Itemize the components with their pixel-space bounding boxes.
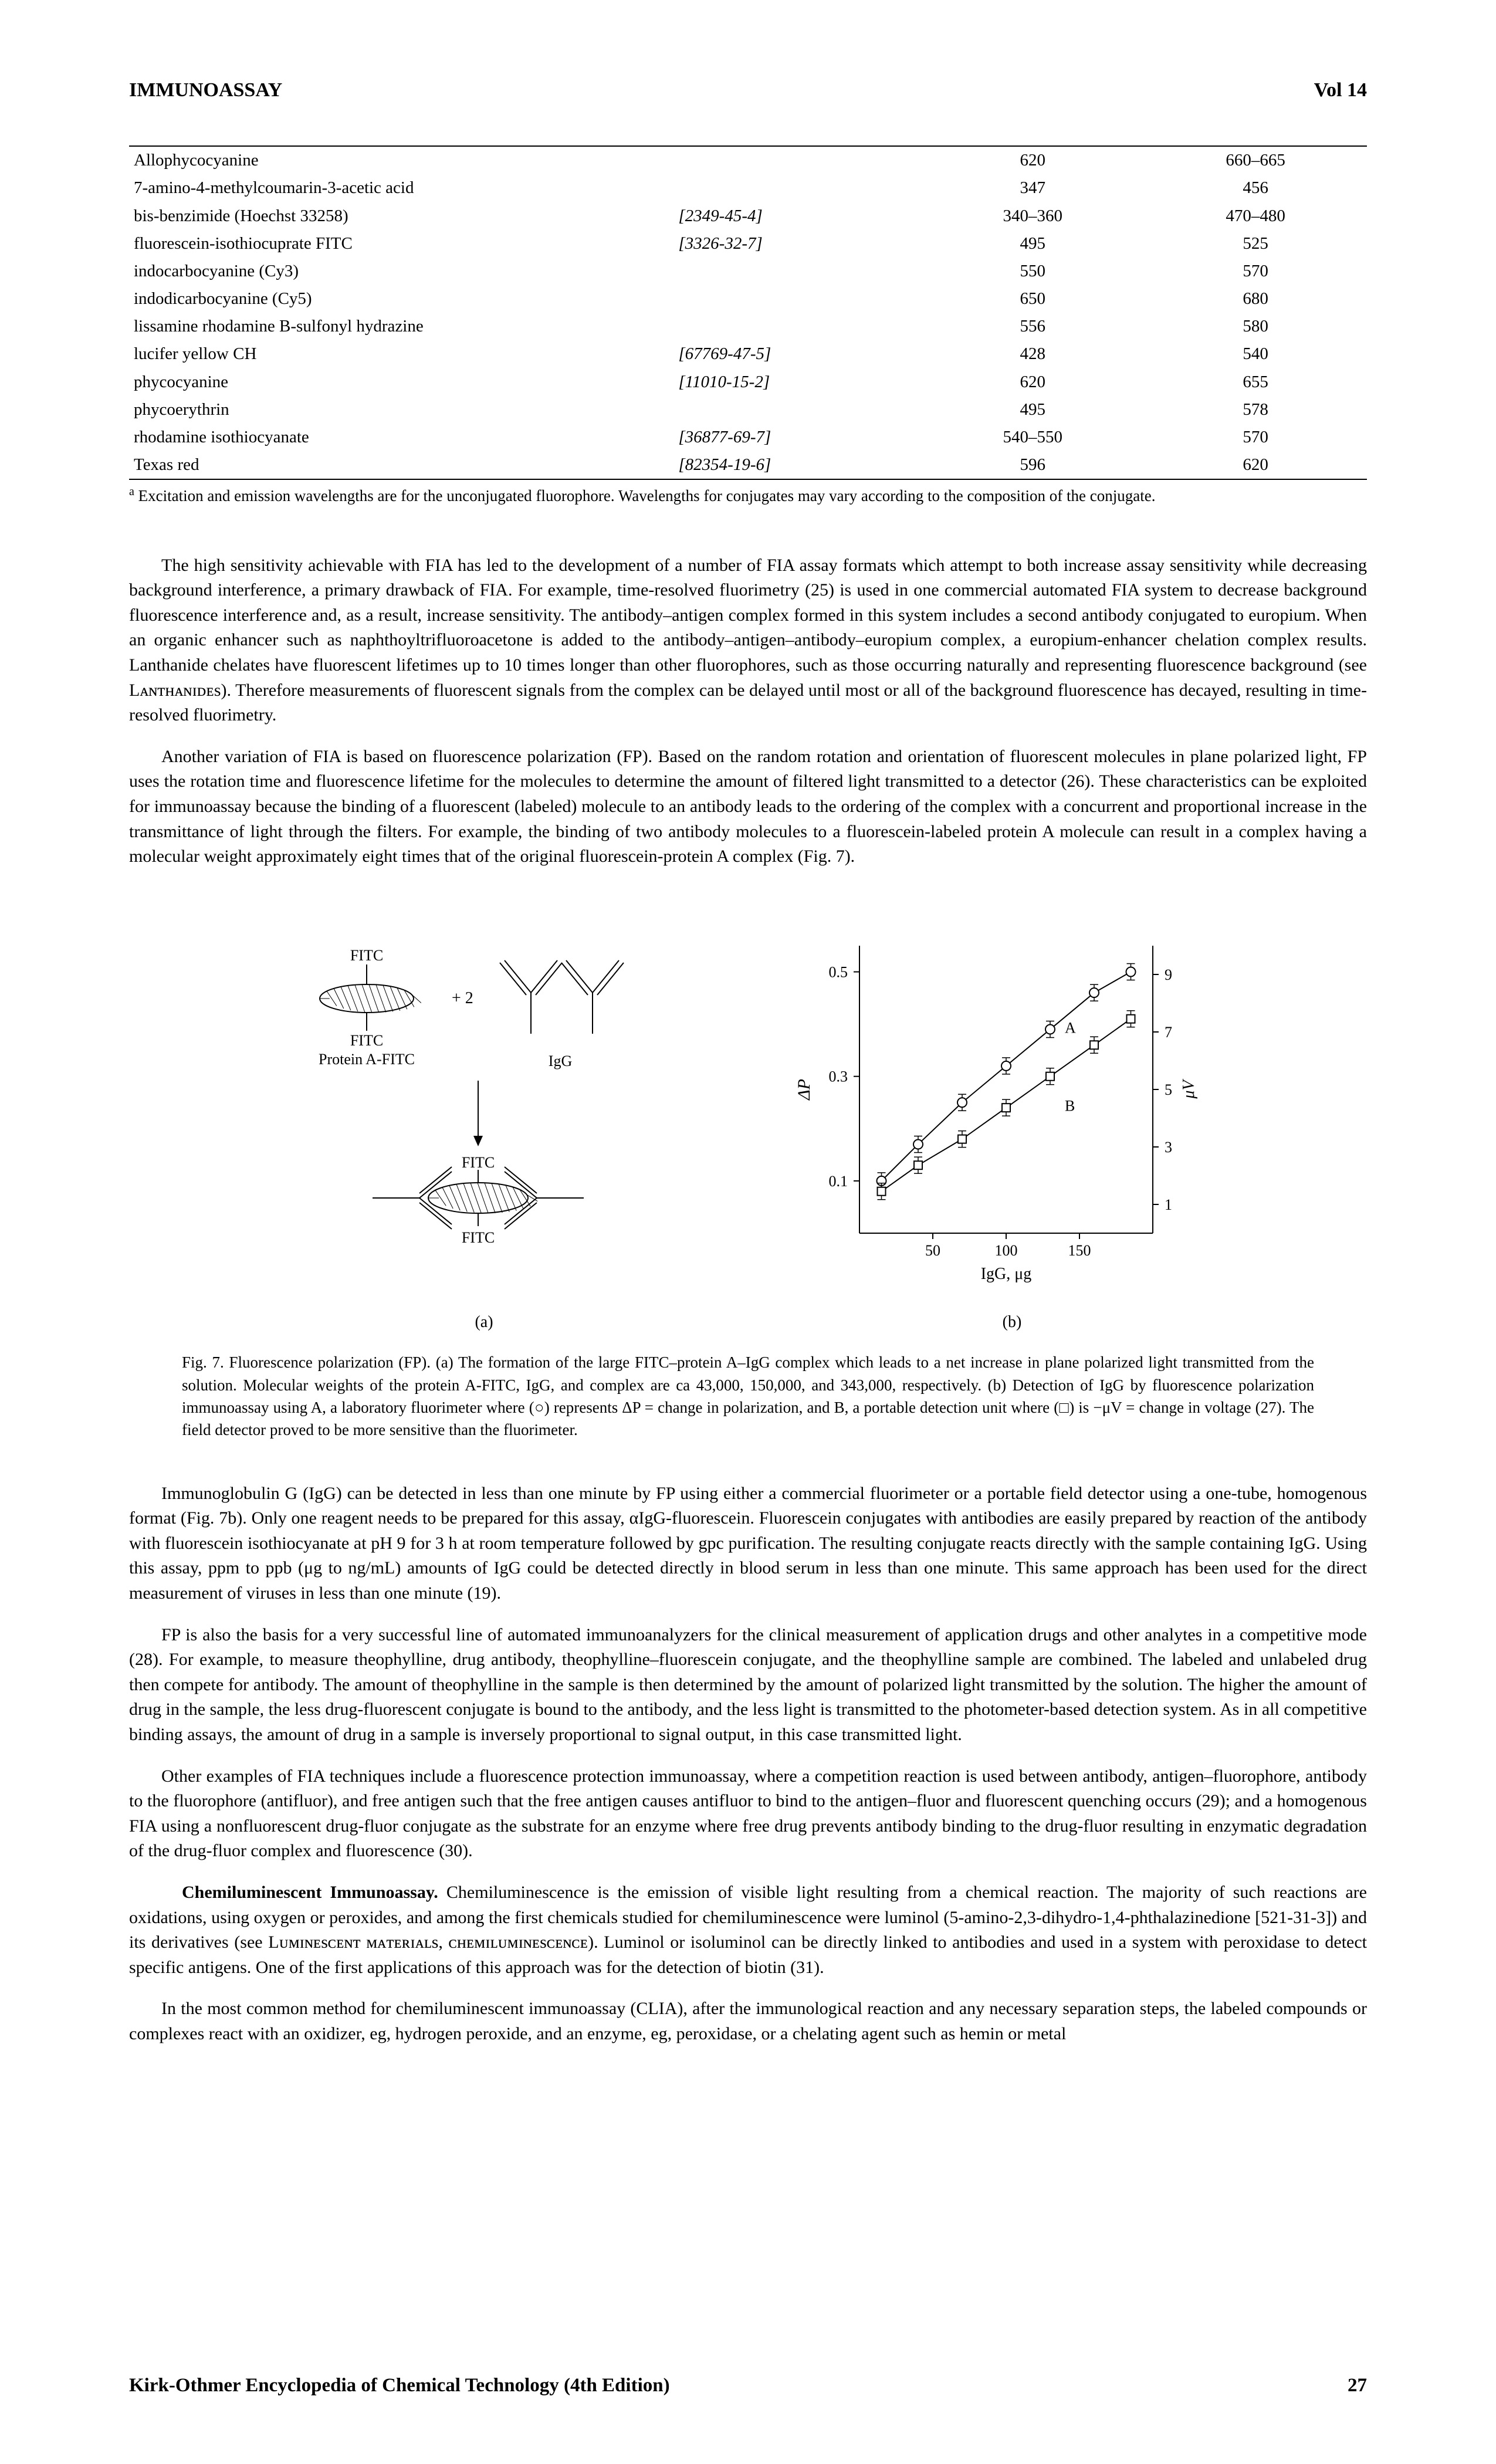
table-row: lucifer yellow CH[67769-47-5]428540 bbox=[129, 340, 1367, 368]
table-row: rhodamine isothiocyanate[36877-69-7]540–… bbox=[129, 424, 1367, 451]
table-row: Allophycocyanine620660–665 bbox=[129, 146, 1367, 174]
paragraph-5: Other examples of FIA techniques include… bbox=[129, 1764, 1367, 1864]
table-footnote: a Excitation and emission wavelengths ar… bbox=[129, 483, 1367, 507]
fig7a-sublabel: (a) bbox=[255, 1311, 713, 1334]
svg-text:FITC: FITC bbox=[350, 947, 383, 964]
table-row: indocarbocyanine (Cy3)550570 bbox=[129, 258, 1367, 285]
header-left: IMMUNOASSAY bbox=[129, 76, 282, 104]
footer-right: 27 bbox=[1348, 2372, 1367, 2399]
svg-text:+ 2: + 2 bbox=[452, 989, 473, 1007]
svg-text:B: B bbox=[1065, 1097, 1075, 1114]
svg-text:100: 100 bbox=[995, 1242, 1018, 1259]
paragraph-4: FP is also the basis for a very successf… bbox=[129, 1623, 1367, 1748]
svg-text:5: 5 bbox=[1165, 1081, 1172, 1098]
table-row: bis-benzimide (Hoechst 33258)[2349-45-4]… bbox=[129, 202, 1367, 230]
figure-7-caption: Fig. 7. Fluorescence polarization (FP). … bbox=[182, 1351, 1314, 1441]
svg-text:Protein A-FITC: Protein A-FITC bbox=[319, 1051, 415, 1068]
table-row: 7-amino-4-methylcoumarin-3-acetic acid34… bbox=[129, 174, 1367, 202]
svg-text:μV: μV bbox=[1180, 1078, 1198, 1099]
paragraph-chemi: Chemiluminescent Immunoassay. Chemilumin… bbox=[129, 1880, 1367, 1980]
header-right: Vol 14 bbox=[1314, 76, 1367, 104]
svg-text:3: 3 bbox=[1165, 1139, 1172, 1156]
svg-text:0.1: 0.1 bbox=[829, 1173, 848, 1190]
svg-text:FITC: FITC bbox=[350, 1032, 383, 1049]
svg-text:0.3: 0.3 bbox=[829, 1068, 848, 1085]
table-row: lissamine rhodamine B-sulfonyl hydrazine… bbox=[129, 313, 1367, 340]
svg-text:FITC: FITC bbox=[462, 1154, 495, 1171]
svg-text:1: 1 bbox=[1165, 1196, 1172, 1213]
paragraph-3: Immunoglobulin G (IgG) can be detected i… bbox=[129, 1481, 1367, 1606]
svg-text:150: 150 bbox=[1068, 1242, 1091, 1259]
figure-7b-svg: 0.1 0.3 0.5 1 3 5 7 9 50 100 150 ΔP μV IgG, μg A B bbox=[783, 905, 1241, 1304]
table-row: fluorescein-isothiocuprate FITC[3326-32-… bbox=[129, 230, 1367, 258]
svg-text:IgG, μg: IgG, μg bbox=[981, 1265, 1032, 1283]
paragraph-6: In the most common method for chemilumin… bbox=[129, 1996, 1367, 2046]
svg-text:ΔP: ΔP bbox=[794, 1079, 814, 1101]
table-row: Texas red[82354-19-6]596620 bbox=[129, 451, 1367, 479]
figure-7a-svg: FITC FITC Protein A-FITC + 2 IgG FITC FITC bbox=[255, 905, 713, 1304]
chemi-heading: Chemiluminescent Immunoassay. bbox=[182, 1883, 438, 1902]
paragraph-2: Another variation of FIA is based on flu… bbox=[129, 744, 1367, 869]
fluorophore-table: Allophycocyanine620660–6657-amino-4-meth… bbox=[129, 145, 1367, 480]
svg-text:IgG: IgG bbox=[549, 1052, 572, 1069]
page-footer: Kirk-Othmer Encyclopedia of Chemical Tec… bbox=[129, 2372, 1367, 2399]
svg-text:A: A bbox=[1065, 1019, 1076, 1036]
figure-7: FITC FITC Protein A-FITC + 2 IgG FITC FITC (a)… bbox=[129, 905, 1367, 1334]
page-header: IMMUNOASSAY Vol 14 bbox=[129, 76, 1367, 104]
table-row: phycoerythrin495578 bbox=[129, 396, 1367, 424]
table-row: indodicarbocyanine (Cy5)650680 bbox=[129, 285, 1367, 313]
svg-text:50: 50 bbox=[925, 1242, 940, 1259]
footer-left: Kirk-Othmer Encyclopedia of Chemical Tec… bbox=[129, 2372, 670, 2399]
svg-text:FITC: FITC bbox=[462, 1229, 495, 1246]
svg-text:9: 9 bbox=[1165, 966, 1172, 983]
fig7b-sublabel: (b) bbox=[783, 1311, 1241, 1334]
svg-text:7: 7 bbox=[1165, 1024, 1172, 1041]
paragraph-1: The high sensitivity achievable with FIA… bbox=[129, 553, 1367, 728]
svg-text:0.5: 0.5 bbox=[829, 963, 848, 980]
table-row: phycocyanine[11010-15-2]620655 bbox=[129, 368, 1367, 396]
